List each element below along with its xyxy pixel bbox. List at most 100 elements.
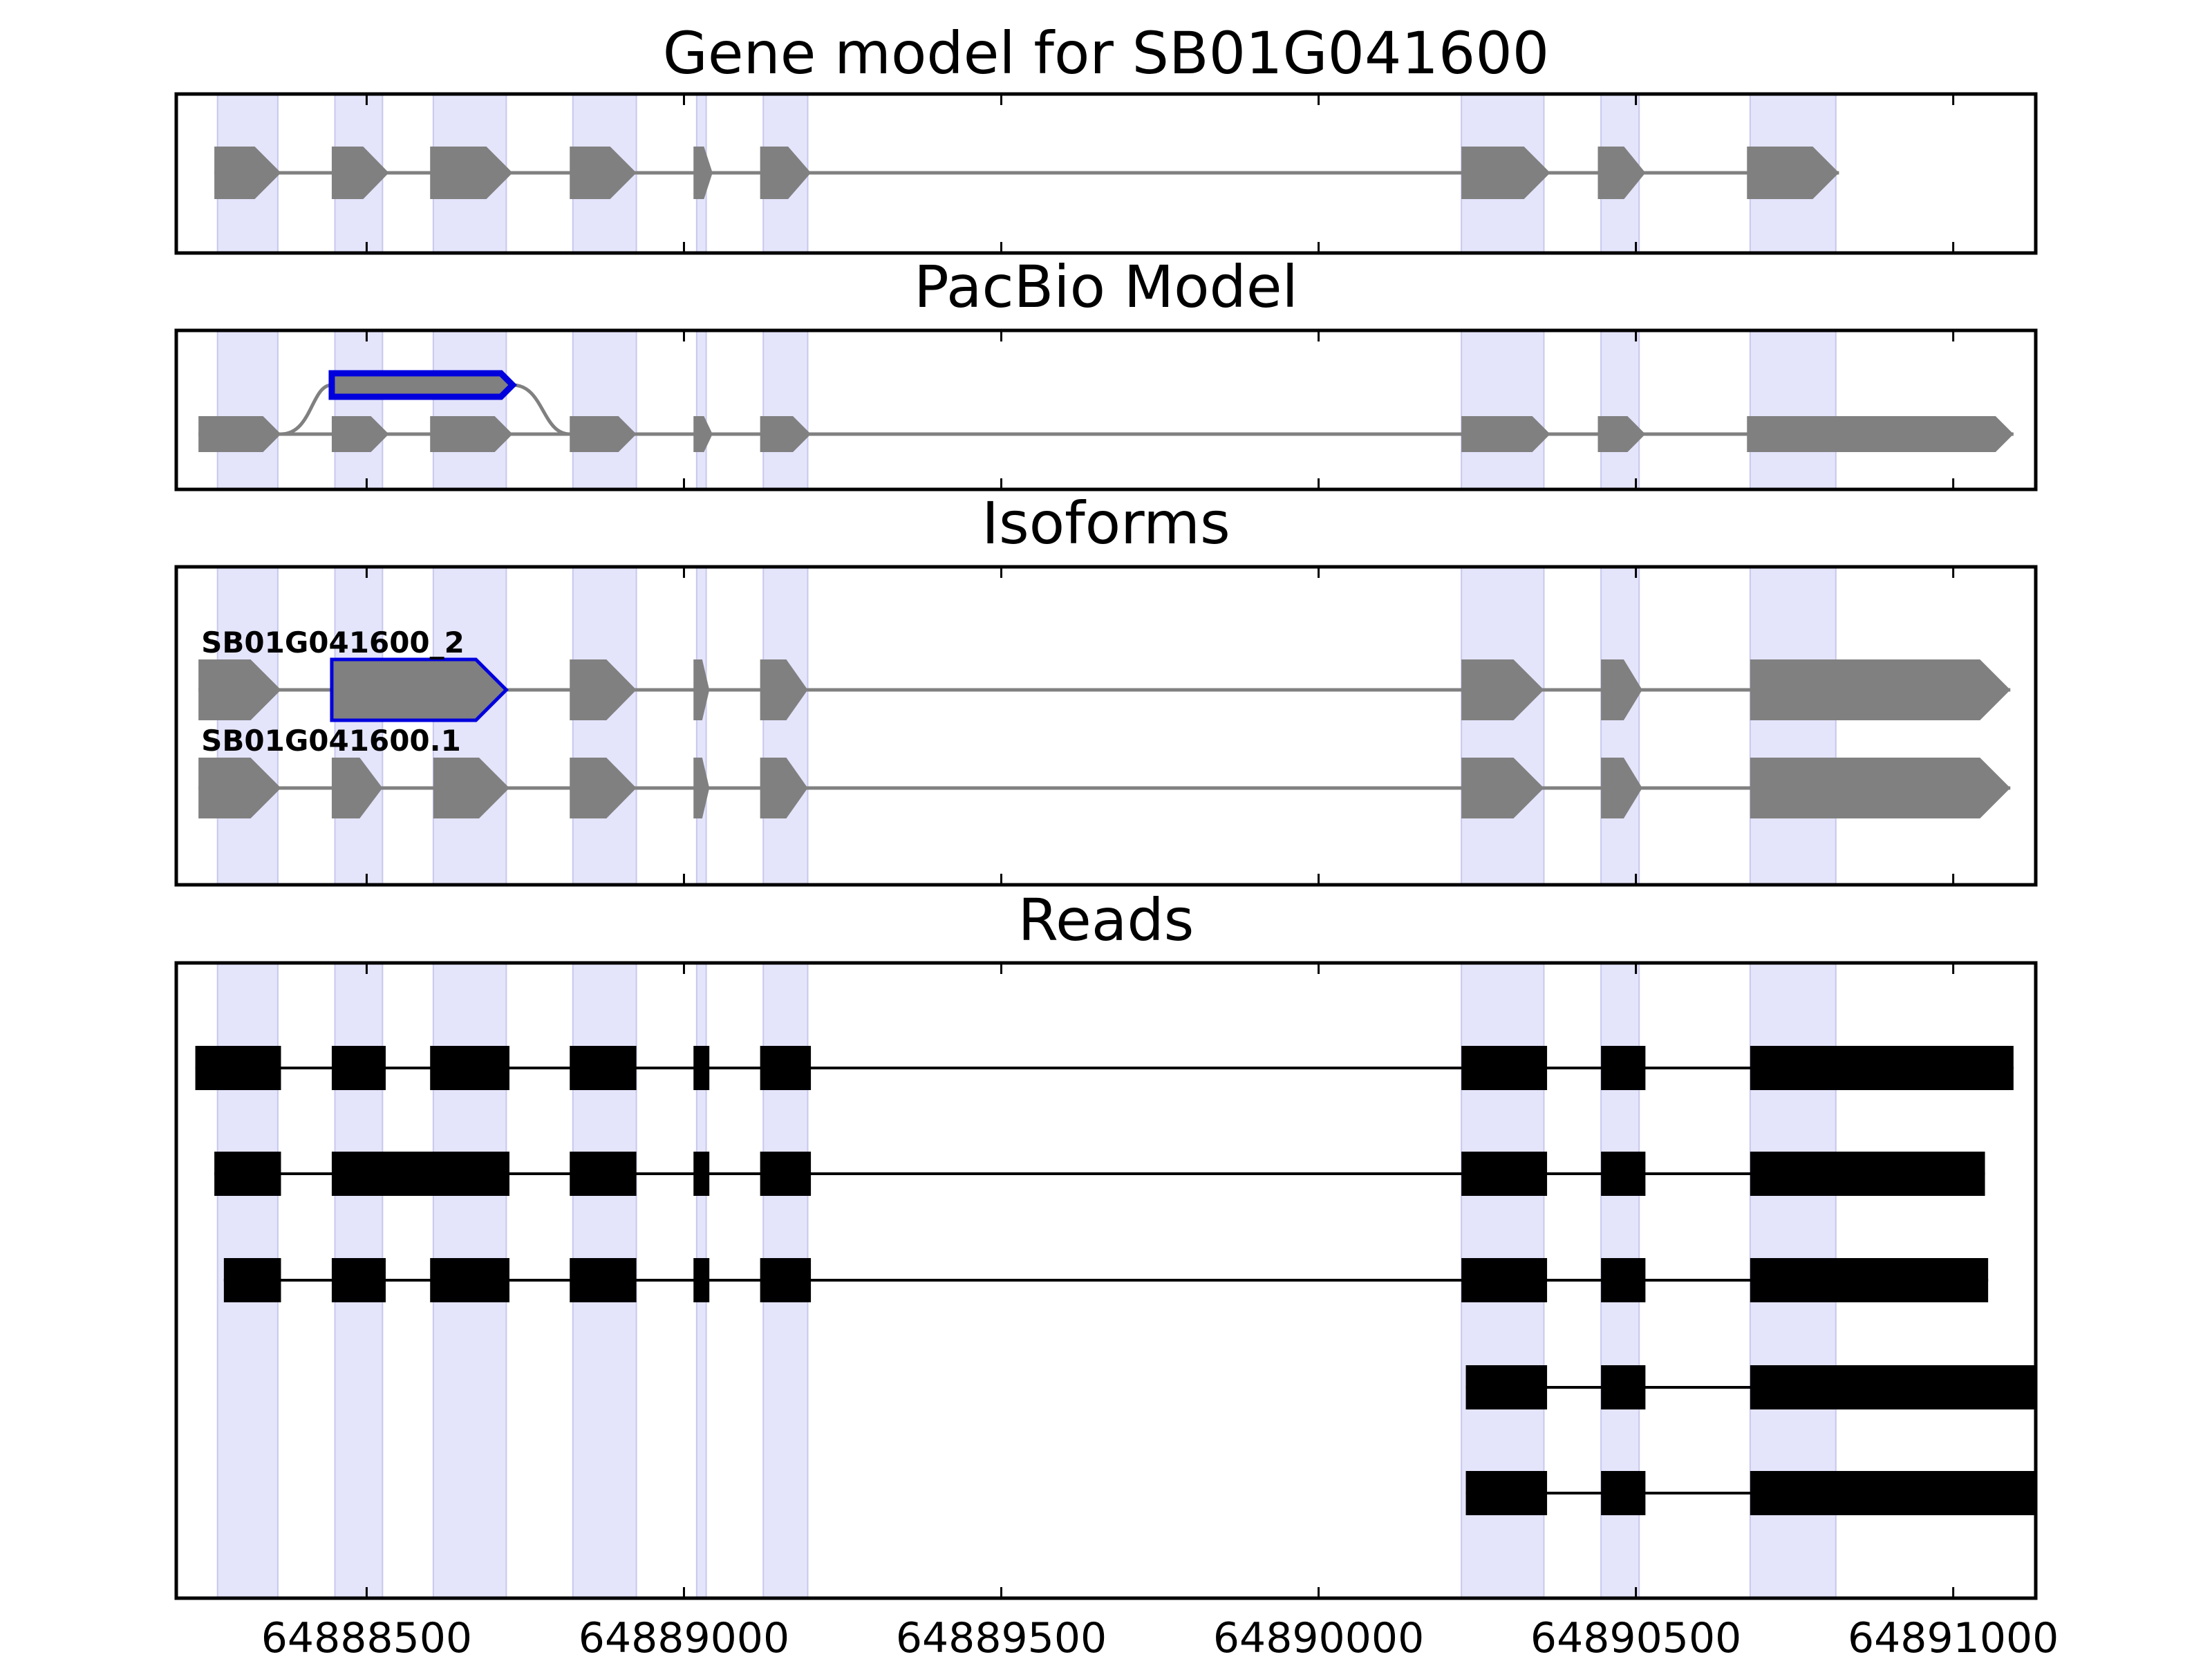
read-exon <box>1601 1471 1646 1515</box>
panel-title-reads: Reads <box>1018 886 1194 954</box>
panel-frame <box>174 961 2038 1600</box>
exon-band <box>572 567 637 885</box>
exon-arrow <box>214 147 281 199</box>
alt-splice-curve <box>281 383 332 436</box>
read-exon <box>223 1258 281 1302</box>
exon-band <box>216 330 279 489</box>
x-axis-tick-labels: 64888500 64889000 64889500 64890000 6489… <box>261 1614 2059 1659</box>
exon-arrow <box>1601 758 1642 818</box>
exon-arrow <box>693 147 713 199</box>
read-exon <box>331 1152 509 1196</box>
exon-band <box>572 330 637 489</box>
exon-arrow <box>693 659 710 720</box>
exon-arrow <box>1601 659 1642 720</box>
read-exon <box>1601 1365 1646 1409</box>
exon-band <box>216 567 279 885</box>
read-exon <box>693 1152 710 1196</box>
exon-arrow-highlighted <box>330 657 509 722</box>
read-exon <box>760 1046 812 1090</box>
read-exon <box>570 1152 637 1196</box>
exon-band <box>1749 330 1837 489</box>
panel-title-isoforms: Isoforms <box>982 489 1230 557</box>
exon-arrow <box>1461 659 1544 720</box>
read-exon <box>1461 1046 1548 1090</box>
exon-arrow <box>433 758 509 818</box>
read-exon <box>1750 1365 2036 1409</box>
exon-arrow <box>430 416 513 452</box>
read-exon <box>331 1046 386 1090</box>
exon-arrow <box>570 147 637 199</box>
read-exon <box>1601 1152 1646 1196</box>
exon-arrow <box>331 416 389 452</box>
exon-band <box>334 330 384 489</box>
exon-arrow <box>570 659 637 720</box>
read-exon <box>1465 1365 1548 1409</box>
exon-arrow <box>198 416 281 452</box>
panel-pacbio-model <box>174 328 2038 491</box>
exon-band <box>334 567 384 885</box>
read-exon <box>1750 1152 1985 1196</box>
exon-band <box>432 567 507 885</box>
panel-title-gene-model: Gene model for SB01G041600 <box>663 19 1549 87</box>
isoform-label: SB01G041600_2 <box>201 626 465 659</box>
panel-frame <box>174 565 2038 887</box>
panel-content <box>198 330 2014 489</box>
exon-band <box>762 567 809 885</box>
panel-content <box>214 94 1839 253</box>
read-exon <box>693 1046 710 1090</box>
exon-arrow <box>760 147 812 199</box>
exon-band <box>1461 330 1545 489</box>
exon-arrow <box>760 659 808 720</box>
read-exon <box>1750 1046 2014 1090</box>
exon-arrow <box>570 416 637 452</box>
read-exon <box>570 1258 637 1302</box>
panel-frame <box>174 328 2038 491</box>
read-exon <box>214 1152 281 1196</box>
exon-arrow <box>1597 147 1646 199</box>
exon-band <box>695 330 707 489</box>
read-exon <box>1465 1471 1548 1515</box>
read-exon <box>760 1258 812 1302</box>
alt-exon-highlighted <box>328 370 517 400</box>
x-tick-label: 64890000 <box>1213 1614 1424 1659</box>
read-exon <box>760 1152 812 1196</box>
exon-band <box>432 330 507 489</box>
panel-content <box>195 963 2036 1598</box>
isoform-label: SB01G041600.1 <box>201 724 461 758</box>
x-tick-label: 64891000 <box>1848 1614 2059 1659</box>
read-exon <box>430 1046 509 1090</box>
panel-isoforms: SB01G041600_2 SB01G041600.1 <box>174 565 2038 887</box>
panel-title-pacbio-model: PacBio Model <box>914 253 1298 321</box>
exon-band <box>695 567 707 885</box>
exon-arrow <box>1461 147 1550 199</box>
exon-arrow <box>430 147 513 199</box>
read-exon <box>195 1046 281 1090</box>
exon-band <box>1461 567 1545 885</box>
exon-arrow <box>331 758 383 818</box>
exon-arrow <box>760 416 812 452</box>
read-exon <box>570 1046 637 1090</box>
exon-arrow <box>693 416 713 452</box>
read-exon <box>1601 1258 1646 1302</box>
read-exon <box>1750 1471 2036 1515</box>
exon-arrow <box>198 659 281 720</box>
exon-arrow <box>570 758 637 818</box>
x-tick-label: 64889500 <box>896 1614 1107 1659</box>
exon-arrow <box>331 147 389 199</box>
read-exon <box>1461 1258 1548 1302</box>
panel-gene-model <box>174 92 2038 255</box>
exon-arrow <box>1747 416 2014 452</box>
exon-arrow <box>1750 758 2011 818</box>
read-exon <box>1461 1152 1548 1196</box>
exon-arrow <box>1461 416 1550 452</box>
read-exon <box>1601 1046 1646 1090</box>
exon-band <box>762 330 809 489</box>
exon-arrow <box>1750 659 2011 720</box>
read-exon <box>693 1258 710 1302</box>
exon-arrow <box>693 758 710 818</box>
panel-frame <box>174 92 2038 255</box>
x-tick-label: 64888500 <box>261 1614 472 1659</box>
read-exon <box>331 1258 386 1302</box>
exon-band <box>1749 567 1837 885</box>
